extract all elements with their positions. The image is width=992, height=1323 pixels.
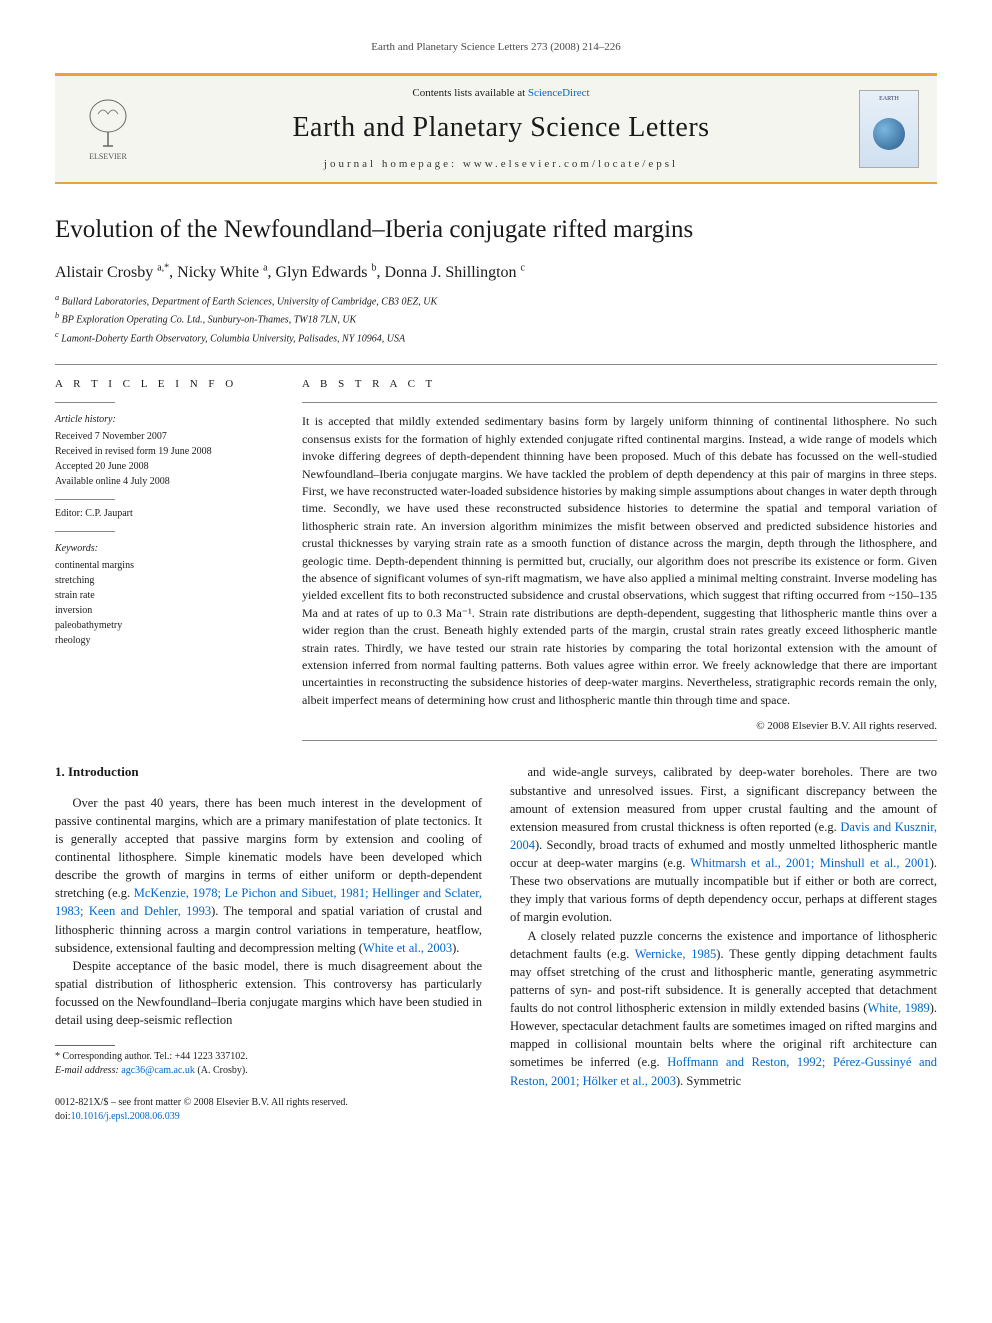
citation[interactable]: Wernicke, 1985 — [635, 947, 717, 961]
history-label: Article history: — [55, 413, 282, 427]
journal-banner: ELSEVIER Contents lists available at Sci… — [55, 73, 937, 184]
editor-line: Editor: C.P. Jaupart — [55, 506, 282, 521]
page-footer: 0012-821X/$ – see front matter © 2008 El… — [55, 1096, 482, 1124]
article-info-heading: A R T I C L E I N F O — [55, 377, 282, 392]
citation[interactable]: Hoffmann and Reston, 1992; Pérez-Gussiny… — [510, 1055, 937, 1087]
editor-label: Editor: — [55, 508, 83, 519]
history-line: Received 7 November 2007 — [55, 429, 282, 444]
contents-line: Contents lists available at ScienceDirec… — [143, 86, 859, 101]
divider — [302, 740, 937, 741]
affiliation: b BP Exploration Operating Co. Ltd., Sun… — [55, 310, 937, 327]
journal-name: Earth and Planetary Science Letters — [143, 108, 859, 147]
citation[interactable]: McKenzie, 1978; Le Pichon and Sibuet, 19… — [55, 886, 482, 918]
keyword: strain rate — [55, 588, 282, 603]
elsevier-logo: ELSEVIER — [73, 89, 143, 169]
abstract-body: It is accepted that mildly extended sedi… — [302, 413, 937, 709]
corr-author-footnote: * Corresponding author. Tel.: +44 1223 3… — [55, 1050, 482, 1078]
left-column: 1. Introduction Over the past 40 years, … — [55, 763, 482, 1124]
citation[interactable]: Whitmarsh et al., 2001; Minshull et al.,… — [690, 856, 929, 870]
journal-homepage: journal homepage: www.elsevier.com/locat… — [143, 157, 859, 172]
doi-link[interactable]: 10.1016/j.epsl.2008.06.039 — [71, 1111, 180, 1122]
keyword: inversion — [55, 603, 282, 618]
globe-icon — [873, 118, 905, 150]
email-tail: (A. Crosby). — [195, 1065, 248, 1076]
doi-label: doi: — [55, 1111, 71, 1122]
doi-line: doi:10.1016/j.epsl.2008.06.039 — [55, 1110, 482, 1124]
sciencedirect-link[interactable]: ScienceDirect — [528, 87, 590, 99]
corr-line: * Corresponding author. Tel.: +44 1223 3… — [55, 1050, 482, 1064]
footnote-rule — [55, 1045, 115, 1046]
author: Alistair Crosby a,* — [55, 264, 169, 281]
keywords-label: Keywords: — [55, 542, 282, 556]
affiliation: c Lamont-Doherty Earth Observatory, Colu… — [55, 329, 937, 346]
keyword: continental margins — [55, 558, 282, 573]
history-line: Received in revised form 19 June 2008 — [55, 444, 282, 459]
contents-prefix: Contents lists available at — [412, 87, 527, 99]
abstract-heading: A B S T R A C T — [302, 377, 937, 392]
right-column: and wide-angle surveys, calibrated by de… — [510, 763, 937, 1124]
author: Nicky White a — [177, 264, 267, 281]
section-heading: 1. Introduction — [55, 763, 482, 781]
authors-line: Alistair Crosby a,*, Nicky White a, Glyn… — [55, 261, 937, 284]
keyword: rheology — [55, 633, 282, 648]
front-matter-line: 0012-821X/$ – see front matter © 2008 El… — [55, 1096, 482, 1110]
affiliation: a Bullard Laboratories, Department of Ea… — [55, 292, 937, 309]
body-paragraph: Over the past 40 years, there has been m… — [55, 794, 482, 957]
elsevier-label: ELSEVIER — [89, 151, 127, 162]
main-body: 1. Introduction Over the past 40 years, … — [55, 763, 937, 1124]
author: Donna J. Shillington c — [385, 264, 525, 281]
body-paragraph: A closely related puzzle concerns the ex… — [510, 927, 937, 1090]
citation[interactable]: White et al., 2003 — [363, 941, 452, 955]
banner-center: Contents lists available at ScienceDirec… — [143, 86, 859, 172]
divider — [55, 402, 115, 403]
email-link[interactable]: agc36@cam.ac.uk — [121, 1065, 195, 1076]
citation[interactable]: White, 1989 — [867, 1001, 929, 1015]
info-abstract-row: A R T I C L E I N F O Article history: R… — [55, 364, 937, 741]
editor-name: C.P. Jaupart — [85, 508, 133, 519]
elsevier-tree-icon — [83, 96, 133, 151]
divider — [55, 499, 115, 500]
running-header: Earth and Planetary Science Letters 273 … — [55, 40, 937, 55]
body-paragraph: Despite acceptance of the basic model, t… — [55, 957, 482, 1030]
divider — [55, 531, 115, 532]
affiliations: a Bullard Laboratories, Department of Ea… — [55, 292, 937, 346]
divider — [302, 402, 937, 403]
copyright-line: © 2008 Elsevier B.V. All rights reserved… — [302, 719, 937, 734]
journal-cover-thumb: EARTH — [859, 90, 919, 168]
cover-label: EARTH — [860, 95, 918, 103]
keyword: stretching — [55, 573, 282, 588]
body-paragraph: and wide-angle surveys, calibrated by de… — [510, 763, 937, 926]
keyword: paleobathymetry — [55, 618, 282, 633]
abstract-col: A B S T R A C T It is accepted that mild… — [302, 377, 937, 741]
history-line: Available online 4 July 2008 — [55, 474, 282, 489]
history-line: Accepted 20 June 2008 — [55, 459, 282, 474]
article-title: Evolution of the Newfoundland–Iberia con… — [55, 212, 937, 247]
email-line: E-mail address: agc36@cam.ac.uk (A. Cros… — [55, 1064, 482, 1078]
email-label: E-mail address: — [55, 1065, 121, 1076]
article-info-col: A R T I C L E I N F O Article history: R… — [55, 377, 302, 741]
citation[interactable]: Davis and Kusznir, 2004 — [510, 820, 937, 852]
author: Glyn Edwards b — [276, 264, 377, 281]
